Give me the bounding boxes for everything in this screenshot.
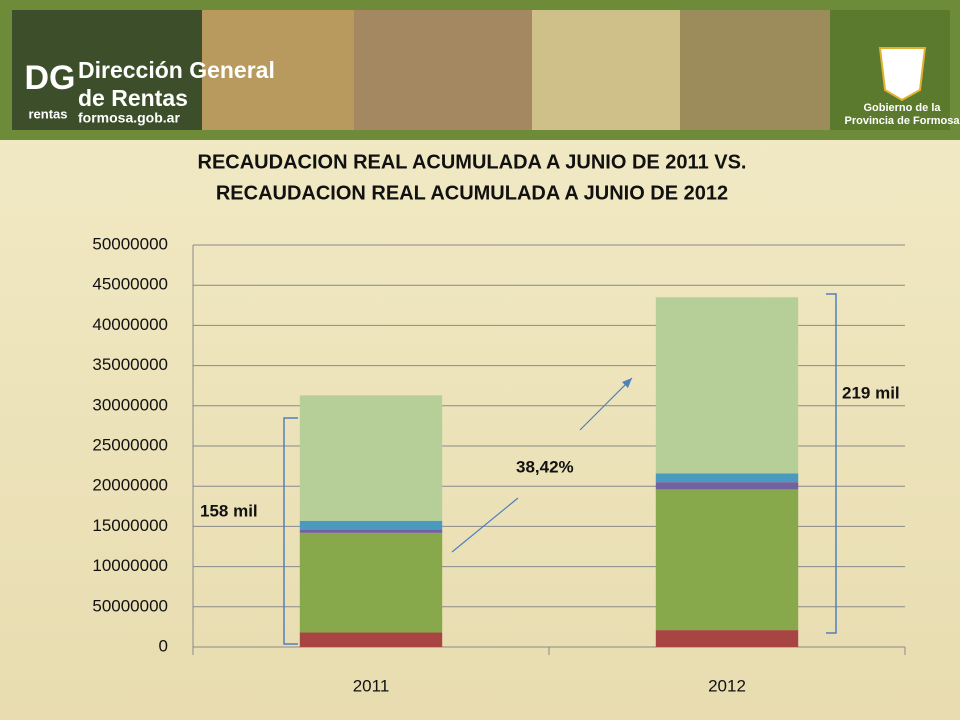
y-tick-label: 25000000 — [92, 435, 168, 454]
banner-photo — [202, 10, 354, 130]
arrow-line — [579, 377, 633, 431]
bracket — [283, 417, 298, 645]
bracket — [826, 293, 837, 634]
bar-segment — [655, 630, 799, 647]
logo: DG — [25, 59, 76, 97]
grid: 0 50000000 10000000 15000000 20000000 2500000… — [92, 234, 906, 695]
banner-photo — [12, 10, 202, 130]
bar-segment — [299, 529, 443, 533]
logo-sub: rentas — [28, 106, 67, 121]
y-tick-label: 35000000 — [92, 355, 168, 374]
chart-title: RECAUDACION REAL ACUMULADA A JUNIO DE 20… — [216, 182, 728, 204]
y-tick-label: 50000000 — [92, 234, 168, 253]
bar-segment — [299, 632, 443, 647]
bar-segment — [655, 473, 799, 483]
y-tick-label: 30000000 — [92, 395, 168, 414]
bar-segment — [299, 532, 443, 633]
bar-segment — [655, 297, 799, 474]
x-tick-label: 2012 — [708, 676, 746, 695]
agency-line: de Rentas — [78, 85, 188, 111]
arrow-line — [451, 497, 519, 553]
y-tick-label: 10000000 — [92, 556, 168, 575]
x-tick-label: 2011 — [353, 676, 390, 695]
annotation: 158 mil — [200, 501, 258, 520]
banner-photo — [354, 10, 532, 130]
y-tick-label: 40000000 — [92, 315, 168, 334]
bar-segment — [299, 520, 443, 530]
bar-segment — [655, 482, 799, 490]
site: formosa.gob.ar — [78, 110, 180, 126]
arrow-head — [622, 378, 632, 388]
banner-photo — [532, 10, 680, 130]
banner-photo — [680, 10, 830, 130]
gov-line: Provincia de Formosa — [845, 115, 960, 127]
gov-line: Gobierno de la — [863, 102, 941, 114]
y-tick-label: 0 — [159, 636, 168, 655]
bar-segment — [299, 395, 443, 521]
coat-of-arms — [878, 47, 927, 102]
chart-title: RECAUDACION REAL ACUMULADA A JUNIO DE 20… — [198, 151, 747, 173]
bar-segment — [655, 489, 799, 631]
annotation: 38,42% — [516, 457, 574, 476]
annotation: 219 mil — [842, 383, 900, 402]
y-tick-label: 45000000 — [92, 275, 168, 294]
agency-line: Dirección General — [78, 57, 275, 83]
y-tick-label: 20000000 — [92, 476, 168, 495]
y-tick-label: 15000000 — [92, 516, 168, 535]
y-tick-label: 50000000 — [92, 596, 168, 615]
